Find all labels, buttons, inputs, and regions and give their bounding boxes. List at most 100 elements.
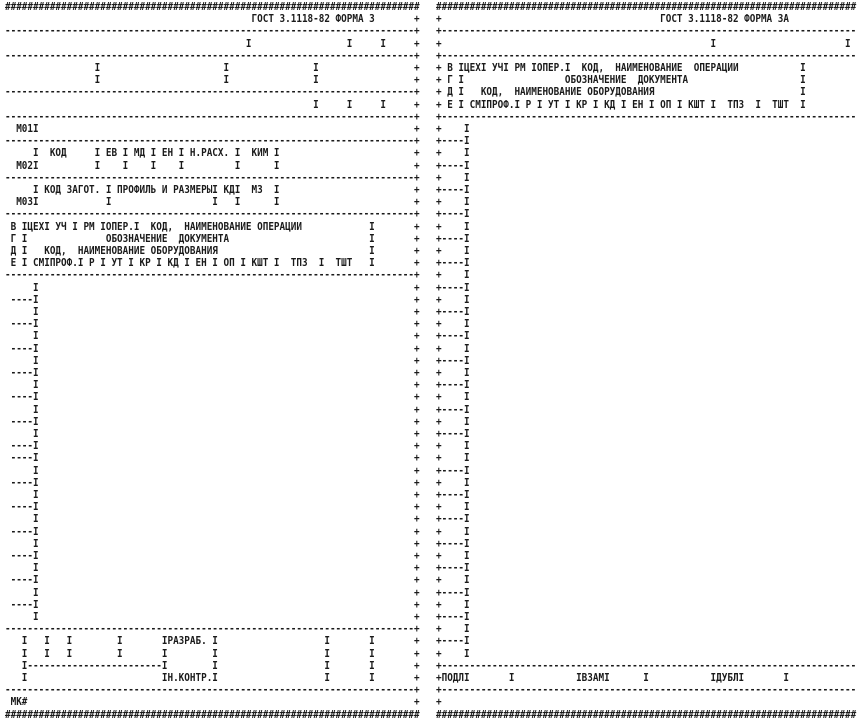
line-text: + I (436, 146, 470, 160)
form-line: I I I I IРАЗРАБ. I I I + (5, 635, 420, 647)
form-line: I + (5, 330, 420, 342)
form-line: I I I + (5, 74, 420, 86)
line-text: ----I (5, 341, 39, 355)
form-line: ----I + (5, 415, 420, 428)
line-text: + I (436, 573, 470, 587)
line-text: ----I (5, 366, 39, 379)
line-text: +----I (436, 378, 470, 392)
form-line: +----I (436, 562, 470, 574)
form-line: I I I + (5, 37, 420, 50)
line-text: I КОД ЗАГОТ. I ПРОФИЛЬ И РАЗМЕРЫI КДI МЗ… (5, 183, 280, 196)
form-line: I + (5, 537, 420, 550)
line-text: ----------------------------------------… (5, 207, 415, 221)
form-edge-mark: + (413, 73, 420, 87)
form-line: I I I + (5, 62, 420, 74)
line-text: ----I (5, 573, 39, 587)
line-text: ----------------------------------------… (5, 85, 415, 99)
form-edge-mark: + (413, 36, 420, 50)
form-edge-mark: + (413, 146, 420, 160)
form-edge-mark: + (413, 512, 420, 526)
form-line: +ПОДЛI I IВЗАМI I IДУБЛI I (436, 672, 789, 684)
form-edge-mark: + (413, 219, 420, 233)
form-edge-mark: + (413, 573, 420, 587)
form-line: М01I + (5, 123, 419, 135)
perforation-border: ########################################… (5, 708, 420, 721)
form-edge-mark: + (413, 488, 420, 501)
line-text: Д I КОД, НАИМЕНОВАНИЕ ОБОРУДОВАНИЯ I (5, 244, 375, 257)
line-text: +---------------------------------------… (436, 109, 857, 123)
line-text: + I (436, 475, 470, 489)
perforation-border: ########################################… (436, 1, 856, 13)
form-rule: +---------------------------------------… (436, 109, 857, 123)
form-edge-mark: + (413, 414, 420, 428)
form-rule: ----------------------------------------… (5, 207, 420, 221)
line-text: + Г I ОБОЗНАЧЕНИЕ ДОКУМЕНТА I (436, 73, 806, 87)
line-text: + I (436, 195, 470, 209)
line-text: +----I (436, 536, 470, 550)
line-text: +----I (436, 512, 470, 526)
line-text: I------------------------I I I I (5, 658, 375, 672)
form-line: +----I (436, 232, 470, 245)
form-line: Д I КОД, НАИМЕНОВАНИЕ ОБОРУДОВАНИЯ I + (5, 244, 420, 257)
form-edge-mark: + (413, 244, 420, 257)
form-line: ----I + (5, 341, 420, 355)
form-edge-mark: + (413, 500, 420, 514)
line-text: В IЦЕХI УЧ I РМ IОПЕР.I КОД, НАИМЕНОВАНИ… (5, 219, 375, 233)
form-line: + I (436, 440, 470, 452)
form-line: МК# + (5, 696, 420, 708)
line-text: I (5, 512, 39, 526)
line-text: +----I (436, 158, 470, 172)
line-text: ----I (5, 292, 39, 306)
form-line: ----I + (5, 318, 420, 330)
form-line: + ГОСТ 3.1118-82 ФОРМА 3А (436, 13, 789, 25)
form-line: + I (436, 147, 470, 159)
form-edge-mark: + (413, 451, 420, 465)
form-edge-mark: + (413, 610, 420, 623)
line-text: +----I (436, 329, 470, 343)
line-text: + I (436, 597, 470, 611)
line-text: ----------------------------------------… (5, 109, 415, 123)
form-edge-mark: + (413, 61, 420, 74)
line-text: М03I I I I I (5, 195, 280, 209)
form-rule: +---------------------------------------… (436, 25, 856, 37)
form-edge-mark: + (413, 353, 420, 367)
form-line: +----I (436, 428, 470, 440)
form-line: I + (5, 611, 420, 623)
line-text: I IН.КОНТР.I I I (5, 671, 375, 684)
line-text: ----I (5, 500, 39, 514)
form-edge-mark: + (413, 207, 420, 221)
form-line: I + (5, 512, 420, 526)
line-text: +----I (436, 353, 470, 367)
form-rule: ----------------------------------------… (5, 684, 420, 696)
line-text: + Е I СМIПРОФ.I Р I УТ I КР I КД I ЕН I … (436, 97, 806, 111)
form-edge-mark: + (413, 658, 420, 672)
form-line: I + (5, 464, 420, 477)
line-text: ----------------------------------------… (5, 268, 415, 282)
form-edge-mark: + (413, 280, 420, 294)
form-line: + I (436, 318, 470, 330)
form-line: + (436, 696, 442, 708)
form-line: ----I + (5, 391, 420, 403)
form-edge-mark: + (413, 390, 420, 404)
form-line: I КОД ЗАГОТ. I ПРОФИЛЬ И РАЗМЕРЫI КДI МЗ… (5, 183, 420, 196)
form-line: ----I + (5, 525, 420, 538)
form-line: + I (436, 525, 470, 538)
form-line: +----I (436, 513, 470, 525)
form-edge-mark: + (413, 109, 420, 123)
form-rule: ----------------------------------------… (5, 25, 420, 37)
form-line: + I (436, 647, 470, 660)
form-line: +----I (436, 586, 470, 599)
line-text: + I (436, 170, 470, 184)
form-edge-mark: + (413, 97, 420, 111)
line-text: М02I I I I I I I (5, 158, 280, 172)
line-text: ########################################… (5, 0, 420, 13)
form-line: + I (436, 597, 470, 611)
form-edge-mark: + (413, 597, 420, 611)
form-line: I + (5, 489, 420, 501)
form-line: +----I (436, 184, 470, 196)
line-text: I (5, 402, 39, 416)
form-edge-mark: + (413, 439, 420, 453)
form-edge-mark: + (413, 427, 420, 440)
line-text: I (5, 378, 39, 392)
form-edge-mark: + (413, 366, 420, 379)
